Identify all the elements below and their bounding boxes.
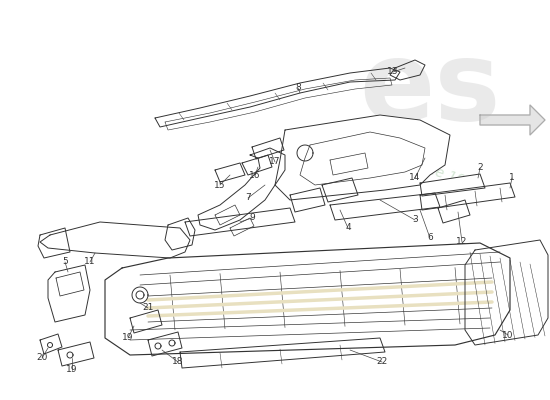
Polygon shape <box>215 163 245 182</box>
Text: 13: 13 <box>387 68 399 76</box>
Text: 15: 15 <box>214 180 225 190</box>
Text: 17: 17 <box>270 158 280 166</box>
Text: a passion for parts: a passion for parts <box>329 264 431 306</box>
Polygon shape <box>275 115 450 200</box>
Text: since 1985: since 1985 <box>407 157 483 193</box>
Text: 2: 2 <box>477 164 483 172</box>
Polygon shape <box>48 265 90 322</box>
Text: 10: 10 <box>502 330 514 340</box>
Polygon shape <box>420 183 515 210</box>
Polygon shape <box>148 332 182 356</box>
Text: 3: 3 <box>412 216 418 224</box>
Text: 7: 7 <box>245 194 251 202</box>
Polygon shape <box>242 155 272 175</box>
Text: 5: 5 <box>62 258 68 266</box>
Text: 21: 21 <box>142 304 153 312</box>
Polygon shape <box>330 193 440 220</box>
Polygon shape <box>465 240 548 345</box>
Polygon shape <box>40 222 190 258</box>
Polygon shape <box>420 174 485 196</box>
Text: 6: 6 <box>427 234 433 242</box>
Polygon shape <box>105 243 510 355</box>
Polygon shape <box>480 105 545 135</box>
Polygon shape <box>130 310 162 333</box>
Text: 11: 11 <box>84 258 96 266</box>
Polygon shape <box>252 138 284 159</box>
Polygon shape <box>185 208 295 236</box>
Text: 1: 1 <box>509 174 515 182</box>
Text: 4: 4 <box>345 224 351 232</box>
Polygon shape <box>180 338 385 368</box>
Polygon shape <box>290 188 325 212</box>
Text: 22: 22 <box>376 358 388 366</box>
Polygon shape <box>40 334 62 354</box>
Polygon shape <box>198 148 285 230</box>
Text: 16: 16 <box>249 170 261 180</box>
Text: 8: 8 <box>295 84 301 92</box>
Text: es: es <box>359 36 500 144</box>
Text: 19: 19 <box>122 334 134 342</box>
Text: 18: 18 <box>172 358 184 366</box>
Text: 9: 9 <box>249 214 255 222</box>
Polygon shape <box>438 200 470 223</box>
Polygon shape <box>322 178 358 202</box>
Text: 19: 19 <box>66 366 78 374</box>
Text: 20: 20 <box>36 354 48 362</box>
Polygon shape <box>58 342 94 366</box>
Text: 14: 14 <box>409 174 421 182</box>
Text: 12: 12 <box>456 238 468 246</box>
